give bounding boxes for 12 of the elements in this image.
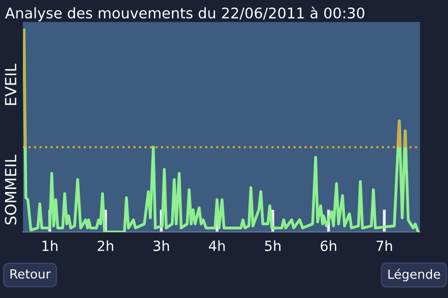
x-tick-label: 7h — [376, 240, 392, 251]
x-tick-label: 5h — [265, 240, 280, 252]
x-tick-label: 4h — [208, 240, 225, 251]
text: Légende — [388, 268, 440, 282]
chart-title: Analyse des mouvements du 22/06/2011 à 00:30 — [5, 6, 364, 22]
x-tick-label: 1h — [42, 240, 58, 251]
x-tick-label: 6h — [320, 240, 336, 252]
text: Retour — [10, 269, 51, 279]
text: SOMMEIL — [4, 154, 16, 224]
x-tick-label: 2h — [98, 240, 114, 251]
x-tick-label: 3h — [154, 240, 169, 252]
text: EVEIL — [5, 64, 16, 105]
